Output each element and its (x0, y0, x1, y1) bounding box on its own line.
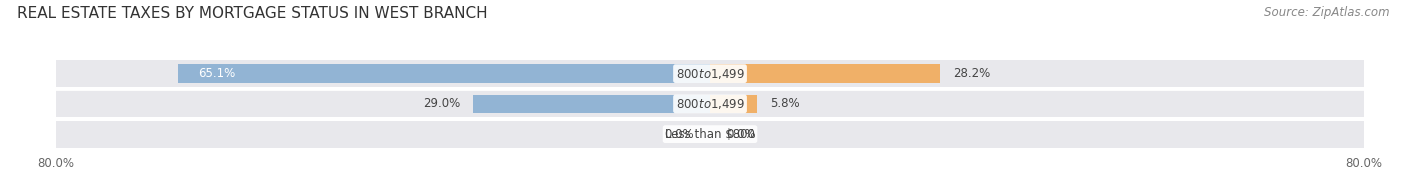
Text: 28.2%: 28.2% (953, 67, 990, 80)
Text: 65.1%: 65.1% (198, 67, 236, 80)
Text: 5.8%: 5.8% (769, 97, 800, 110)
Text: Less than $800: Less than $800 (665, 128, 755, 141)
Text: $800 to $1,499: $800 to $1,499 (675, 67, 745, 81)
Text: $800 to $1,499: $800 to $1,499 (675, 97, 745, 111)
Text: 0.0%: 0.0% (664, 128, 693, 141)
Text: REAL ESTATE TAXES BY MORTGAGE STATUS IN WEST BRANCH: REAL ESTATE TAXES BY MORTGAGE STATUS IN … (17, 6, 488, 21)
Bar (472, 94, 710, 113)
Bar (56, 90, 1364, 117)
Text: 0.0%: 0.0% (727, 128, 756, 141)
Bar (710, 94, 758, 113)
Legend: Without Mortgage, With Mortgage: Without Mortgage, With Mortgage (583, 195, 837, 196)
Bar (710, 64, 941, 83)
Text: Source: ZipAtlas.com: Source: ZipAtlas.com (1264, 6, 1389, 19)
Text: 29.0%: 29.0% (423, 97, 461, 110)
Bar (56, 60, 1364, 87)
Bar (56, 121, 1364, 148)
Bar (179, 64, 710, 83)
